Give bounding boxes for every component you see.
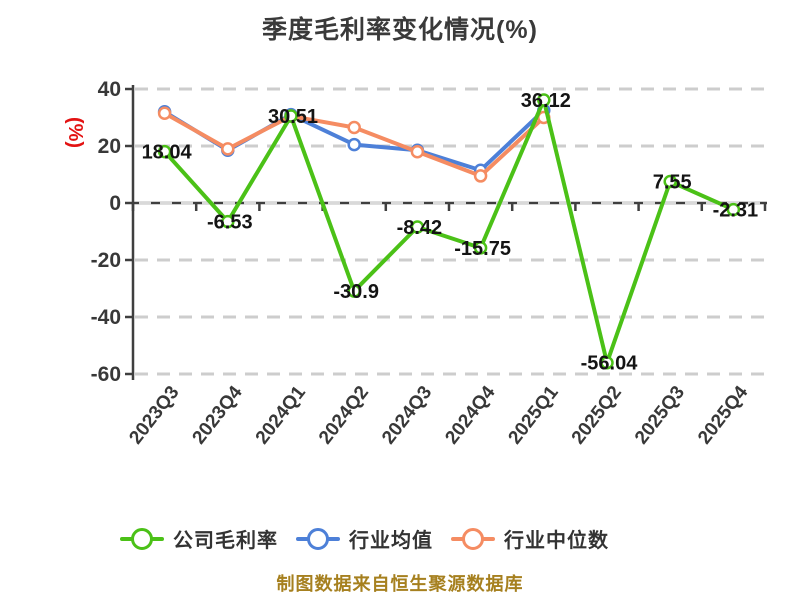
x-tick-label: 2024Q4 bbox=[441, 382, 499, 449]
value-label: -8.42 bbox=[397, 217, 443, 239]
y-tick-label: 20 bbox=[98, 135, 121, 158]
x-tick-label: 2025Q4 bbox=[694, 382, 752, 449]
x-tick-label: 2025Q3 bbox=[631, 382, 689, 448]
y-axis-unit-label: (%) bbox=[64, 116, 87, 149]
data-point-marker[interactable] bbox=[473, 241, 488, 255]
data-point-marker[interactable] bbox=[157, 106, 172, 120]
value-label: -6.53 bbox=[207, 212, 253, 234]
value-label: 18.04 bbox=[142, 142, 193, 164]
legend-label: 公司毛利率 bbox=[173, 530, 278, 552]
value-label: 36.12 bbox=[521, 90, 571, 112]
legend-item-industry-median[interactable]: 行业中位数 bbox=[451, 524, 609, 553]
data-point-marker[interactable] bbox=[347, 137, 361, 152]
data-point-marker[interactable] bbox=[221, 214, 235, 229]
value-label: 7.55 bbox=[653, 171, 692, 193]
value-label: -2.31 bbox=[713, 200, 759, 222]
value-label: -30.9 bbox=[333, 281, 379, 303]
x-tick-label: 2023Q4 bbox=[189, 382, 247, 449]
data-source-note: 制图数据来自恒生聚源数据库 bbox=[276, 574, 524, 594]
value-label: -56.04 bbox=[581, 353, 639, 375]
data-point-marker[interactable] bbox=[284, 109, 298, 123]
data-point-marker[interactable] bbox=[537, 93, 551, 107]
x-tick-label: 2024Q1 bbox=[252, 382, 310, 449]
x-tick-label: 2024Q3 bbox=[378, 382, 436, 448]
line-series-marker-icon bbox=[296, 527, 340, 550]
data-point-marker[interactable] bbox=[600, 355, 614, 370]
x-tick-label: 2024Q2 bbox=[315, 382, 373, 448]
line-series-marker-icon bbox=[451, 527, 495, 550]
chart-title: 季度毛利率变化情况(%) bbox=[262, 16, 538, 44]
x-tick-label: 2025Q2 bbox=[568, 382, 626, 448]
value-label: 30.51 bbox=[268, 106, 318, 128]
series-line-0 bbox=[162, 98, 736, 365]
data-point-marker[interactable] bbox=[410, 144, 425, 159]
data-point-marker[interactable] bbox=[347, 120, 361, 135]
legend-label: 行业中位数 bbox=[504, 530, 609, 552]
chart-legend: 公司毛利率 行业均值 行业中位数 bbox=[120, 524, 609, 553]
y-tick-label: -40 bbox=[91, 306, 121, 329]
x-tick-label: 2023Q3 bbox=[125, 382, 183, 448]
data-point-marker[interactable] bbox=[663, 174, 677, 189]
data-point-marker[interactable] bbox=[221, 142, 235, 156]
data-point-marker[interactable] bbox=[347, 284, 361, 298]
legend-item-company-gross-margin[interactable]: 公司毛利率 bbox=[120, 524, 278, 553]
y-tick-label: 0 bbox=[109, 192, 121, 215]
legend-label: 行业均值 bbox=[349, 530, 433, 552]
y-tick-label: 40 bbox=[98, 78, 121, 101]
data-point-marker[interactable] bbox=[473, 169, 488, 183]
data-point-marker[interactable] bbox=[410, 220, 425, 234]
legend-item-industry-mean[interactable]: 行业均值 bbox=[296, 524, 433, 553]
data-point-marker[interactable] bbox=[726, 202, 741, 217]
y-tick-label: -20 bbox=[91, 249, 121, 272]
data-point-marker[interactable] bbox=[157, 144, 172, 159]
y-tick-label: -60 bbox=[91, 363, 121, 386]
value-label: -15.75 bbox=[454, 238, 511, 260]
line-series-marker-icon bbox=[120, 527, 164, 550]
x-tick-label: 2025Q1 bbox=[505, 382, 563, 449]
